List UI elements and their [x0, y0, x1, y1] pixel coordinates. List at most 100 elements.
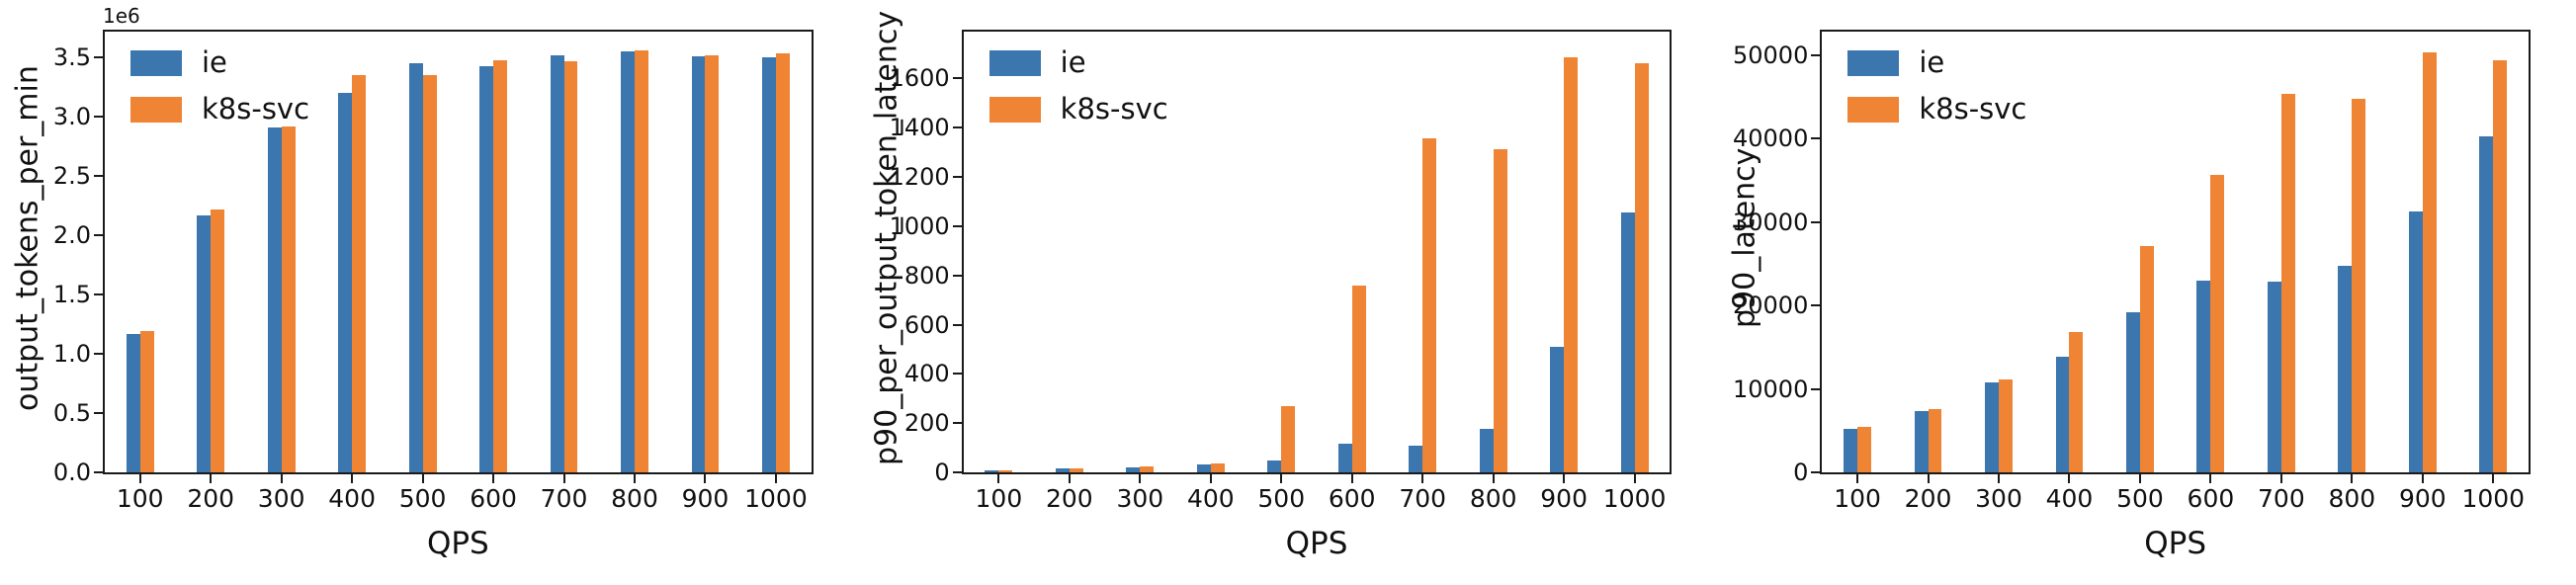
x-tick-label: 700: [2258, 484, 2305, 513]
bar-k8s-svc-qps-300: [281, 125, 296, 472]
x-tick-mark: [774, 474, 777, 483]
bar-k8s-svc-qps-700: [563, 60, 578, 472]
y-tick-mark: [1811, 53, 1821, 56]
y-tick-mark: [952, 126, 962, 129]
x-tick-mark: [2138, 474, 2141, 483]
legend-swatch-ie: [988, 49, 1041, 76]
y-tick-mark: [1811, 137, 1821, 140]
legend-entry-k8s-svc: k8s-svc: [130, 93, 309, 125]
legend-swatch-k8s-svc: [130, 96, 182, 123]
bar-k8s-svc-qps-700: [2280, 94, 2295, 472]
y-tick-mark: [1811, 471, 1821, 473]
plot-area: ie k8s-svc 0 200 400 600 800 1000 1200 1400 1600…: [890, 30, 1673, 511]
bar-ie-qps-300: [1985, 381, 1999, 472]
bar-k8s-svc-qps-900: [705, 54, 720, 472]
legend-label-k8s-svc: k8s-svc: [1919, 91, 2027, 125]
x-tick-mark: [1998, 474, 2000, 483]
x-tick-label: 600: [470, 484, 517, 513]
bar-k8s-svc-qps-200: [1928, 409, 1942, 472]
bar-k8s-svc-qps-200: [1069, 468, 1083, 472]
x-tick-label: 300: [1975, 484, 2022, 513]
legend: ie k8s-svc: [1847, 46, 2027, 125]
y-tick-label: 1400: [889, 114, 950, 142]
y-tick-mark: [952, 471, 962, 473]
y-tick-mark: [94, 412, 103, 415]
x-tick-mark: [2351, 474, 2354, 483]
y-tick-label: 800: [903, 261, 950, 290]
y-tick-mark: [94, 353, 103, 356]
x-tick-label: 300: [1116, 484, 1164, 513]
legend-swatch-ie: [130, 49, 182, 76]
bar-ie-qps-1000: [762, 57, 776, 472]
bar-k8s-svc-qps-400: [2069, 332, 2084, 472]
x-tick-label: 400: [1186, 484, 1235, 513]
y-tick-mark: [952, 373, 962, 376]
bar-k8s-svc-qps-800: [635, 50, 648, 472]
bar-k8s-svc-qps-300: [1999, 379, 2013, 472]
bar-ie-qps-800: [2338, 266, 2353, 472]
bar-ie-qps-600: [2196, 280, 2211, 472]
bar-ie-qps-700: [550, 54, 564, 472]
y-tick-label: 0: [1793, 459, 1809, 486]
x-tick-label: 500: [1257, 484, 1306, 513]
x-tick-mark: [1421, 474, 1424, 483]
x-tick-label: 800: [2328, 484, 2376, 513]
bar-k8s-svc-qps-600: [493, 59, 507, 472]
bar-ie-qps-600: [479, 65, 494, 472]
x-tick-mark: [1563, 474, 1566, 483]
x-tick-mark: [351, 474, 354, 483]
legend-label-ie: ie: [202, 45, 227, 79]
y-tick-mark: [952, 422, 962, 425]
bar-ie-qps-100: [126, 333, 140, 472]
x-tick-mark: [1209, 474, 1212, 483]
bar-k8s-svc-qps-800: [2352, 98, 2366, 472]
y-tick-label: 0.0: [52, 459, 91, 486]
x-tick-label: 100: [1834, 484, 1881, 513]
bar-k8s-svc-qps-1000: [1634, 63, 1649, 472]
x-tick-label: 700: [540, 484, 588, 513]
y-tick-label: 40000: [1732, 125, 1809, 153]
plot-area: ie k8s-svc 0 10000 20000 30000 40000 50000 100…: [1733, 30, 2532, 511]
y-tick-label: 1.5: [52, 281, 91, 309]
x-tick-mark: [634, 474, 636, 483]
bar-ie-qps-400: [2055, 356, 2070, 472]
x-tick-mark: [1068, 474, 1071, 483]
y-tick-mark: [1811, 387, 1821, 390]
x-tick-label: 1000: [1602, 484, 1667, 513]
y-tick-mark: [94, 471, 103, 473]
chart-panel-output-tokens-per-min: output_tokens_per_min 1e6 ie k8s-svc 0.0…: [0, 0, 859, 585]
bar-k8s-svc-qps-100: [1857, 427, 1871, 472]
y-tick-mark: [1811, 220, 1821, 223]
y-tick-mark: [94, 175, 103, 178]
y-tick-label: 200: [903, 409, 950, 438]
x-tick-mark: [2209, 474, 2212, 483]
bar-k8s-svc-qps-400: [352, 75, 367, 472]
x-tick-label: 700: [1399, 484, 1447, 513]
chart-panel-p90-per-output-token-latency: p90_per_output_token_latency ie k8s-svc …: [859, 0, 1718, 585]
bar-k8s-svc-qps-900: [1564, 57, 1579, 472]
bar-k8s-svc-qps-100: [998, 469, 1013, 472]
legend: ie k8s-svc: [988, 46, 1168, 125]
bar-ie-qps-900: [1550, 346, 1565, 472]
y-tick-mark: [952, 176, 962, 179]
bar-ie-qps-300: [267, 127, 282, 472]
x-tick-label: 900: [1540, 484, 1588, 513]
x-tick-label: 400: [2045, 484, 2094, 513]
bar-k8s-svc-qps-600: [1351, 285, 1366, 472]
bar-k8s-svc-qps-600: [2210, 175, 2225, 472]
y-tick-mark: [94, 293, 103, 296]
legend-swatch-k8s-svc: [1847, 96, 1900, 123]
x-tick-label: 900: [681, 484, 730, 513]
x-tick-mark: [1139, 474, 1142, 483]
x-tick-label: 600: [1328, 484, 1376, 513]
x-tick-label: 800: [611, 484, 658, 513]
bar-k8s-svc-qps-1000: [2493, 59, 2508, 472]
y-tick-mark: [952, 77, 962, 80]
x-tick-mark: [562, 474, 565, 483]
bar-ie-qps-800: [621, 51, 635, 472]
bar-ie-qps-200: [197, 214, 212, 472]
x-tick-mark: [997, 474, 1000, 483]
y-tick-label: 3.5: [52, 43, 91, 72]
y-tick-mark: [952, 224, 962, 227]
y-tick-mark: [952, 323, 962, 326]
